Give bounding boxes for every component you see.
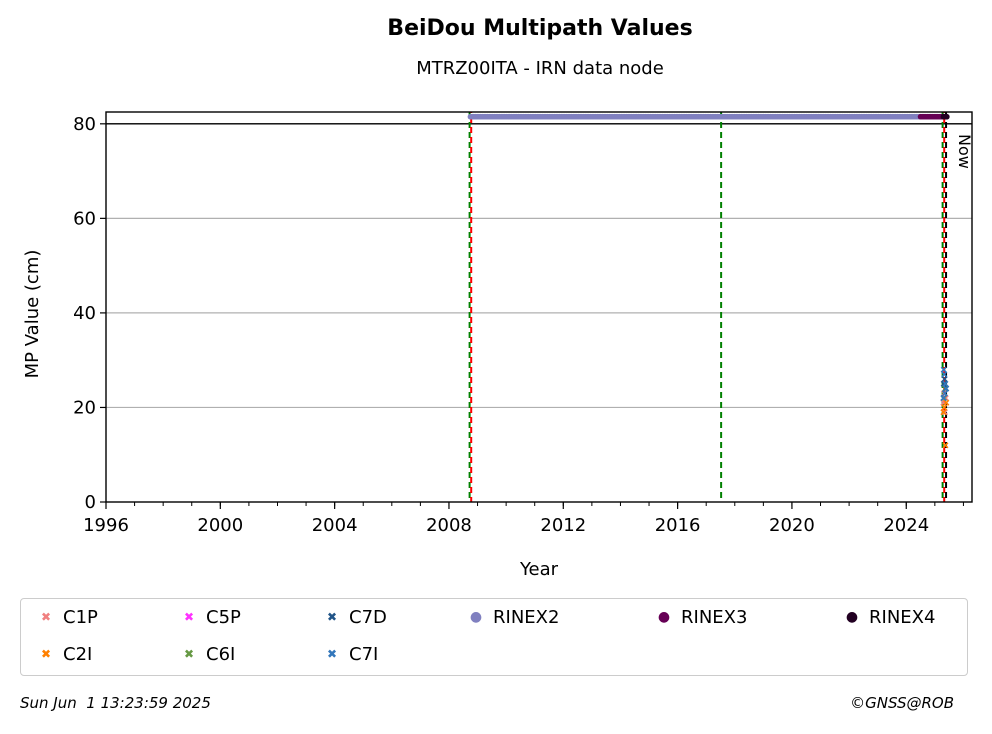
data-point	[940, 394, 947, 402]
x-tick-label: 1996	[83, 515, 129, 536]
legend-x-marker-icon: ✖	[40, 647, 52, 661]
x-tick-label: 2020	[769, 515, 815, 536]
legend-label: RINEX4	[869, 606, 936, 628]
data-point	[941, 390, 948, 397]
data-point	[943, 399, 950, 406]
x-axis-label: Year	[519, 559, 559, 580]
x-tick-label: 2016	[655, 515, 701, 536]
legend-label: C6I	[206, 643, 236, 665]
y-tick-label: 80	[73, 114, 96, 135]
legend-item-rinex2: ● RINEX2	[465, 605, 560, 629]
legend-x-marker-icon: ✖	[183, 610, 195, 624]
data-point	[941, 409, 948, 416]
legend-label: RINEX2	[493, 606, 560, 628]
legend-label: C1P	[63, 606, 98, 628]
data-point	[940, 366, 947, 373]
chart-title: BeiDou Multipath Values	[387, 16, 693, 41]
legend: ✖ C1P ✖ C2I ✖ C5P ✖ C6I ✖ C7D ✖ C7I ● RI…	[20, 598, 968, 676]
footer-copyright: ©GNSS@ROB	[850, 694, 954, 712]
x-tick-label: 2000	[197, 515, 243, 536]
legend-label: C7I	[349, 643, 379, 665]
chart-area: Now 0 20 40 60 80 1996 2000 2004 2008 2012 2016 2020…	[22, 111, 974, 580]
legend-x-marker-icon: ✖	[326, 647, 338, 661]
y-tick-label: 60	[73, 208, 96, 229]
x-tick-label: 2012	[540, 515, 586, 536]
x-tick-label: 2004	[312, 515, 358, 536]
y-tick-label: 40	[73, 303, 96, 324]
data-point	[940, 380, 947, 387]
data-point	[942, 442, 949, 449]
chart-subtitle: MTRZ00ITA - IRN data node	[416, 58, 664, 79]
data-point	[941, 371, 948, 378]
footer-timestamp: Sun Jun 1 13:23:59 2025	[20, 694, 211, 712]
legend-item-c7i: ✖ C7I	[321, 642, 378, 666]
legend-label: RINEX3	[681, 606, 748, 628]
legend-dot-marker-icon: ●	[469, 609, 483, 625]
x-tick-label: 2024	[883, 515, 929, 536]
x-tick-label: 2008	[426, 515, 472, 536]
y-tick-label: 0	[85, 492, 96, 513]
legend-item-c5p: ✖ C5P	[178, 605, 241, 629]
legend-label: C7D	[349, 606, 387, 628]
now-label: Now	[955, 134, 974, 169]
legend-x-marker-icon: ✖	[183, 647, 195, 661]
legend-x-marker-icon: ✖	[40, 610, 52, 624]
data-point	[942, 380, 949, 387]
data-point	[943, 385, 950, 392]
legend-item-c1p: ✖ C1P	[35, 605, 98, 629]
legend-label: C5P	[206, 606, 241, 628]
y-axis-label: MP Value (cm)	[22, 250, 43, 379]
legend-dot-marker-icon: ●	[657, 609, 671, 625]
data-point	[941, 404, 948, 411]
y-tick-label: 20	[73, 397, 96, 418]
data-point	[940, 409, 947, 416]
legend-item-rinex3: ● RINEX3	[653, 605, 748, 629]
legend-item-c6i: ✖ C6I	[178, 642, 235, 666]
data-point	[944, 113, 950, 120]
legend-item-rinex4: ● RINEX4	[841, 605, 936, 629]
legend-label: C2I	[63, 643, 93, 665]
plot-frame	[105, 111, 973, 503]
data-point	[941, 376, 948, 383]
legend-item-c2i: ✖ C2I	[35, 642, 92, 666]
legend-x-marker-icon: ✖	[326, 610, 338, 624]
legend-dot-marker-icon: ●	[845, 609, 859, 625]
legend-item-c7d: ✖ C7D	[321, 605, 387, 629]
